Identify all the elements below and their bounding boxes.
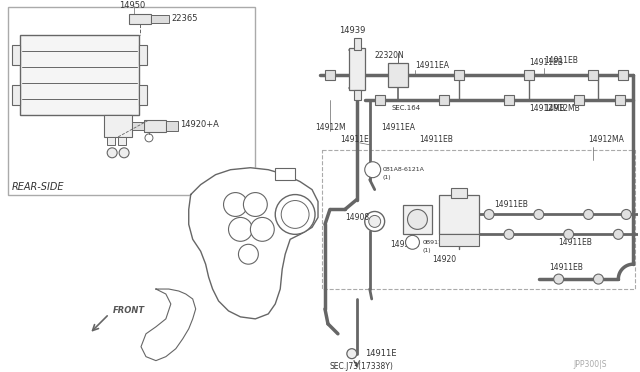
- Bar: [388, 63, 408, 87]
- Bar: [451, 187, 467, 198]
- Bar: [275, 168, 295, 180]
- Text: 14908: 14908: [345, 213, 369, 222]
- Circle shape: [593, 274, 604, 284]
- Circle shape: [408, 209, 428, 230]
- Text: 14911EB: 14911EB: [529, 58, 563, 67]
- Bar: [354, 38, 361, 50]
- Circle shape: [613, 230, 623, 239]
- Text: 14911EB: 14911EB: [559, 238, 593, 247]
- Text: 14911EB: 14911EB: [494, 200, 528, 209]
- Bar: [104, 115, 132, 137]
- Bar: [139, 45, 147, 65]
- Circle shape: [534, 209, 544, 219]
- Bar: [439, 95, 449, 105]
- Bar: [20, 35, 139, 115]
- Bar: [390, 70, 399, 80]
- Bar: [166, 121, 178, 131]
- Bar: [439, 195, 479, 234]
- Bar: [504, 95, 514, 105]
- Circle shape: [406, 235, 419, 249]
- Bar: [144, 120, 166, 132]
- Text: (1): (1): [422, 248, 431, 253]
- Text: 14911E: 14911E: [340, 135, 369, 144]
- Text: B: B: [371, 167, 375, 172]
- Text: SEC.164: SEC.164: [392, 105, 420, 111]
- Text: 14950: 14950: [119, 1, 145, 10]
- Text: 22320N: 22320N: [375, 51, 404, 60]
- Bar: [118, 137, 126, 145]
- Circle shape: [275, 195, 315, 234]
- Bar: [12, 85, 20, 105]
- Text: (1): (1): [383, 175, 391, 180]
- Circle shape: [223, 193, 248, 217]
- Circle shape: [243, 193, 268, 217]
- Text: 14920: 14920: [432, 255, 456, 264]
- Bar: [439, 234, 479, 246]
- Polygon shape: [141, 289, 196, 360]
- Bar: [374, 95, 385, 105]
- Circle shape: [119, 148, 129, 158]
- Circle shape: [621, 209, 631, 219]
- Text: 14912MB: 14912MB: [529, 103, 564, 113]
- Text: 14911EB: 14911EB: [544, 56, 578, 65]
- Text: 0B911-J081G: 0B911-J081G: [422, 240, 463, 245]
- Circle shape: [281, 201, 309, 228]
- Bar: [524, 70, 534, 80]
- Bar: [129, 13, 151, 23]
- Polygon shape: [189, 168, 318, 319]
- Circle shape: [250, 218, 275, 241]
- Circle shape: [239, 244, 259, 264]
- Text: 14911EA: 14911EA: [415, 61, 449, 70]
- Circle shape: [504, 230, 514, 239]
- Text: JPP300|S: JPP300|S: [573, 360, 607, 369]
- Bar: [403, 205, 433, 234]
- Circle shape: [369, 215, 381, 227]
- Text: 14911EB: 14911EB: [419, 135, 453, 144]
- Bar: [454, 70, 464, 80]
- Text: 14911EB: 14911EB: [548, 263, 582, 272]
- Bar: [618, 70, 628, 80]
- Bar: [151, 15, 169, 23]
- Circle shape: [347, 349, 356, 359]
- Text: 081A8-6121A: 081A8-6121A: [383, 167, 424, 172]
- Circle shape: [107, 148, 117, 158]
- Text: FRONT: FRONT: [113, 307, 145, 315]
- Circle shape: [484, 209, 494, 219]
- Bar: [107, 137, 115, 145]
- Circle shape: [365, 162, 381, 178]
- Circle shape: [564, 230, 573, 239]
- Bar: [132, 122, 144, 130]
- Text: N: N: [410, 240, 415, 245]
- Text: SEC.J73(17338Y): SEC.J73(17338Y): [330, 362, 394, 371]
- Bar: [349, 48, 365, 90]
- Bar: [589, 70, 598, 80]
- Text: 22365: 22365: [172, 14, 198, 23]
- Bar: [139, 85, 147, 105]
- Bar: [615, 95, 625, 105]
- Bar: [8, 7, 255, 195]
- Circle shape: [584, 209, 593, 219]
- Bar: [12, 45, 20, 65]
- Circle shape: [228, 218, 252, 241]
- Text: 14912M: 14912M: [315, 124, 346, 132]
- Text: 14920+A: 14920+A: [180, 121, 219, 129]
- Circle shape: [365, 211, 385, 231]
- Text: 14912MB: 14912MB: [544, 103, 579, 113]
- Bar: [354, 90, 361, 100]
- Text: REAR-SIDE: REAR-SIDE: [12, 182, 64, 192]
- Text: 14957U: 14957U: [390, 240, 420, 249]
- Circle shape: [554, 274, 564, 284]
- Text: 14912MA: 14912MA: [589, 135, 625, 144]
- Text: 14911E: 14911E: [365, 349, 396, 358]
- Bar: [325, 70, 335, 80]
- Text: 14911EA: 14911EA: [381, 124, 415, 132]
- Text: 14939: 14939: [339, 26, 365, 35]
- Bar: [573, 95, 584, 105]
